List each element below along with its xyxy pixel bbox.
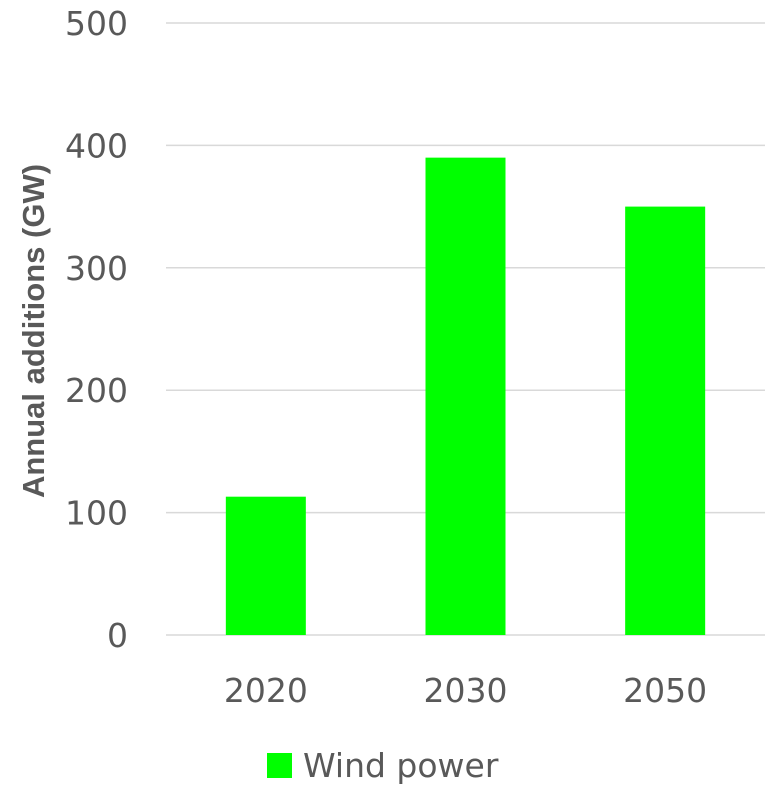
- y-tick-label-200: 200: [65, 371, 128, 410]
- y-tick-label-500: 500: [65, 4, 128, 43]
- bar-2050: [625, 206, 706, 635]
- y-tick-labels: 0 100 200 300 400 500: [65, 4, 128, 655]
- y-axis-title: Annual additions (GW): [16, 164, 51, 498]
- legend: Wind power: [267, 746, 499, 785]
- bar-2030: [425, 157, 506, 635]
- y-tick-label-100: 100: [65, 494, 128, 533]
- bars: [225, 157, 706, 635]
- y-tick-label-400: 400: [65, 126, 128, 165]
- x-tick-label-2030: 2030: [424, 671, 508, 710]
- legend-label-wind-power: Wind power: [303, 746, 499, 785]
- bar-2020: [225, 496, 306, 635]
- x-tick-label-2050: 2050: [623, 671, 707, 710]
- legend-swatch-wind-power: [267, 753, 292, 778]
- x-tick-labels: 2020 2030 2050: [224, 671, 707, 710]
- x-tick-label-2020: 2020: [224, 671, 308, 710]
- y-tick-label-300: 300: [65, 249, 128, 288]
- y-tick-label-0: 0: [107, 616, 128, 655]
